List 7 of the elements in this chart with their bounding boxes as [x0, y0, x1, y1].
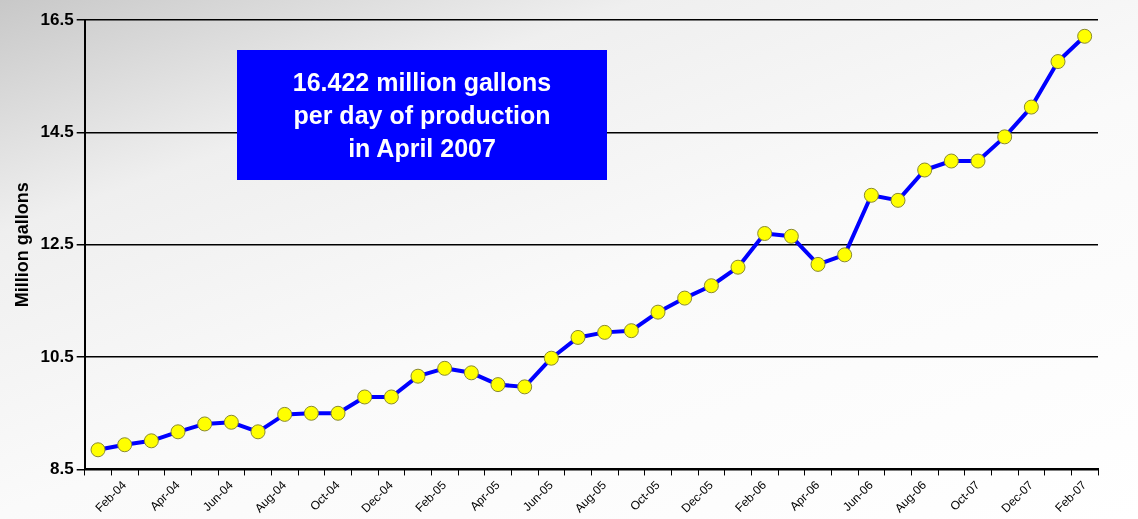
y-tick-label: 14.5 [40, 122, 74, 142]
y-tick-label: 8.5 [50, 459, 74, 479]
y-tick-label: 10.5 [40, 346, 74, 366]
callout-box: 16.422 million gallons per day of production in April 2007 [237, 50, 607, 180]
y-tick-label: 16.5 [40, 9, 74, 29]
y-axis-title: Million gallons [11, 182, 32, 308]
y-tick-label: 12.5 [40, 234, 74, 254]
